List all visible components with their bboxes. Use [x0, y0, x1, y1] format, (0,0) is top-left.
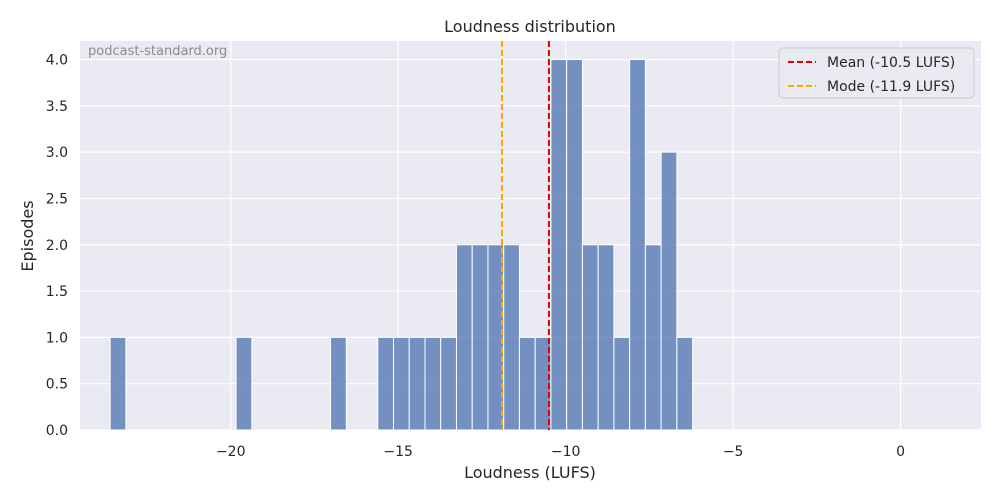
y-tick-label: 3.0 — [46, 145, 68, 161]
y-tick-label: 1.5 — [46, 284, 68, 300]
histogram-bars — [109, 59, 694, 431]
histogram-bar — [613, 336, 631, 431]
y-tick-label: 2.5 — [46, 191, 68, 207]
histogram-bar — [330, 336, 347, 431]
x-tick-label: −20 — [216, 444, 246, 460]
histogram-bar — [377, 336, 395, 431]
histogram-bar — [440, 336, 457, 431]
x-tick-label: −5 — [723, 444, 744, 460]
histogram-bar — [597, 244, 615, 431]
histogram-bar — [581, 244, 599, 431]
x-tick-label: −10 — [551, 444, 581, 460]
histogram-bar — [518, 336, 536, 431]
legend-box — [778, 47, 975, 99]
legend-entry-label: Mode (-11.9 LUFS) — [827, 79, 955, 95]
histogram-bar — [644, 244, 662, 431]
histogram-bar — [550, 59, 568, 431]
histogram-bar — [393, 336, 410, 431]
y-tick-label: 0.0 — [46, 423, 68, 439]
legend-entry-label: Mean (-10.5 LUFS) — [827, 55, 955, 71]
y-axis-label: Episodes — [18, 200, 37, 271]
histogram-bar — [503, 244, 520, 431]
legend: Mean (-10.5 LUFS) Mode (-11.9 LUFS) — [778, 47, 975, 99]
histogram-bar — [629, 59, 646, 431]
histogram-bar — [235, 336, 253, 431]
y-tick-label: 4.0 — [46, 53, 68, 69]
histogram-bar — [424, 336, 442, 431]
histogram-bar — [676, 336, 694, 431]
x-tick-label: −15 — [383, 444, 413, 460]
histogram-bar — [660, 151, 678, 431]
x-tick-label: 0 — [896, 444, 905, 460]
histogram-bar — [408, 336, 426, 431]
histogram-bar — [455, 244, 473, 431]
y-tick-label: 3.5 — [46, 99, 68, 115]
watermark-text: podcast-standard.org — [88, 44, 227, 59]
y-tick-label: 2.0 — [46, 238, 68, 254]
histogram-bar — [109, 336, 127, 431]
chart-title: Loudness distribution — [444, 17, 616, 36]
y-tick-label: 1.0 — [46, 330, 68, 346]
histogram-bar — [471, 244, 489, 431]
x-axis-label: Loudness (LUFS) — [464, 463, 596, 482]
reference-lines — [501, 41, 550, 430]
tick-labels: 0.0 0.5 1.0 1.5 2.0 2.5 3.0 3.5 4.0 −20 −15 −10 −5 0 — [46, 53, 905, 460]
histogram-bar — [566, 59, 583, 431]
y-tick-label: 0.5 — [46, 377, 68, 393]
